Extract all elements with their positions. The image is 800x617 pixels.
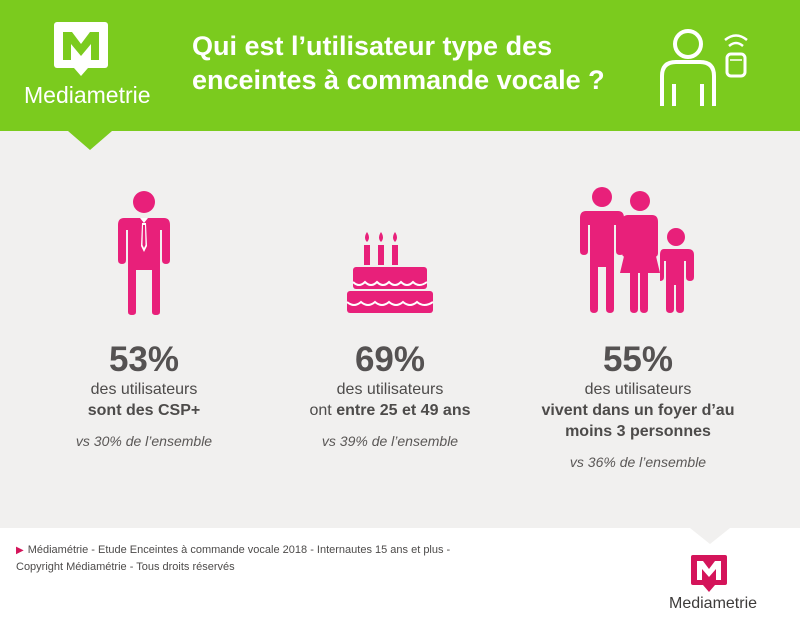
stat-highlight: sont des CSP+: [87, 402, 201, 419]
stat-label: des utilisateurs: [584, 381, 692, 398]
source-line: Copyright Médiamétrie - Tous droits rése…: [16, 561, 235, 573]
stat-percent: 69%: [354, 340, 426, 379]
stat-highlight: entre 25 et 49 ans: [336, 402, 471, 419]
stat-age: 69% des utilisateurs ont entre 25 et 49 …: [280, 180, 500, 449]
footer-notch: [690, 528, 730, 544]
page-title: Qui est l’utilisateur type des enceintes…: [192, 29, 642, 97]
stat-comparison: vs 30% de l’ensemble: [75, 433, 213, 449]
mediametrie-logo-icon: [691, 555, 727, 592]
businessman-icon: [118, 191, 170, 315]
stat-comparison: vs 36% de l’ensemble: [569, 454, 707, 470]
stat-percent: 53%: [108, 340, 180, 379]
header-notch: [68, 131, 112, 150]
stat-highlight: vivent dans un foyer d’au: [541, 402, 735, 419]
stat-label: des utilisateurs: [90, 381, 198, 398]
brand-name: Mediametrie: [24, 82, 151, 108]
source-note: ▶ Médiamétrie - Etude Enceintes à command…: [16, 542, 576, 576]
family-icon: [580, 187, 694, 313]
stat-csp: 53% des utilisateurs sont des CSP+ vs 30…: [34, 180, 254, 449]
title-line: enceintes à commande vocale ?: [192, 65, 605, 95]
brand-name-footer: Mediametrie: [668, 595, 758, 612]
stat-prefix: ont: [309, 402, 337, 419]
footer: [0, 528, 800, 617]
title-line: Qui est l’utilisateur type des: [192, 31, 553, 61]
source-line: Médiamétrie - Etude Enceintes à commande…: [27, 544, 451, 556]
mediametrie-logo-icon: [54, 22, 108, 76]
arrow-right-icon: ▶: [16, 545, 24, 556]
stat-comparison: vs 39% de l’ensemble: [321, 433, 459, 449]
header-banner: Mediametrie Qui est l’utilisateur type d…: [0, 0, 800, 131]
stat-household: 55% des utilisateurs vivent dans un foye…: [528, 180, 748, 470]
stat-highlight: moins 3 personnes: [565, 423, 711, 440]
stat-percent: 55%: [602, 340, 674, 379]
user-with-speaker-icon: [660, 29, 748, 106]
stat-label: des utilisateurs: [336, 381, 444, 398]
birthday-cake-icon: [346, 232, 434, 313]
